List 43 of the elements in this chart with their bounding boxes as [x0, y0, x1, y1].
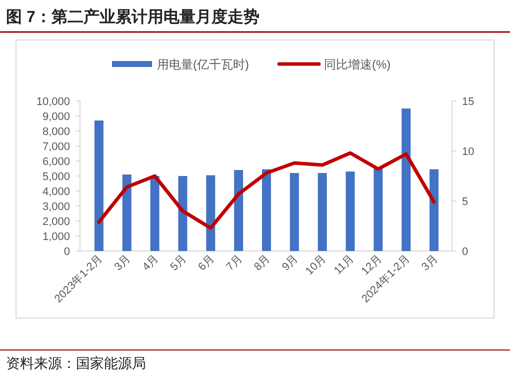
- bar: [150, 176, 160, 251]
- bar: [178, 176, 188, 251]
- y-tick-label: 7,000: [42, 141, 70, 153]
- bar: [318, 173, 327, 251]
- y-tick-label: 3,000: [42, 201, 70, 213]
- y2-tick-label: 10: [462, 146, 474, 158]
- y2-tick-label: 5: [462, 196, 468, 208]
- x-tick-label: 4月: [140, 252, 161, 274]
- text: 资料来源：国家能源局: [6, 355, 146, 371]
- y2-tick-label: 15: [462, 96, 474, 108]
- legend-label: 同比增速(%): [324, 58, 391, 72]
- bar: [346, 172, 355, 251]
- y-tick-label: 5,000: [42, 171, 70, 183]
- y-tick-label: 1,000: [42, 231, 70, 243]
- bar: [290, 173, 299, 251]
- x-tick-label: 3月: [112, 252, 134, 274]
- x-tick-label: 10月: [304, 252, 328, 278]
- x-tick-label: 5月: [168, 252, 189, 274]
- bar: [94, 120, 104, 251]
- chart-title: 图 7：第二产业累计用电量月度走势: [6, 7, 260, 26]
- bar: [206, 175, 216, 251]
- bar: [374, 167, 383, 251]
- x-tick-label: 7月: [224, 252, 245, 274]
- line-series: [97, 151, 436, 230]
- bar: [122, 174, 132, 251]
- x-tick-label: 6月: [196, 252, 217, 274]
- y-tick-label: 6,000: [42, 156, 70, 168]
- x-tick-label: 9月: [280, 252, 301, 274]
- legend-label: 用电量(亿千瓦时): [157, 58, 249, 72]
- y2-tick-label: 0: [462, 246, 468, 258]
- y-tick-label: 2,000: [42, 216, 70, 228]
- y-tick-label: 9,000: [42, 111, 70, 123]
- x-tick-label: 3月: [420, 252, 440, 274]
- x-tick-label: 11月: [332, 252, 356, 277]
- bar: [234, 170, 244, 251]
- y-tick-label: 8,000: [42, 126, 70, 138]
- bar: [402, 108, 411, 251]
- y-tick-label: 10,000: [36, 96, 70, 108]
- x-tick-label: 8月: [252, 252, 273, 274]
- bar: [430, 169, 439, 251]
- bar: [262, 169, 271, 251]
- y-tick-label: 4,000: [42, 186, 70, 198]
- y-tick-label: 0: [64, 246, 70, 258]
